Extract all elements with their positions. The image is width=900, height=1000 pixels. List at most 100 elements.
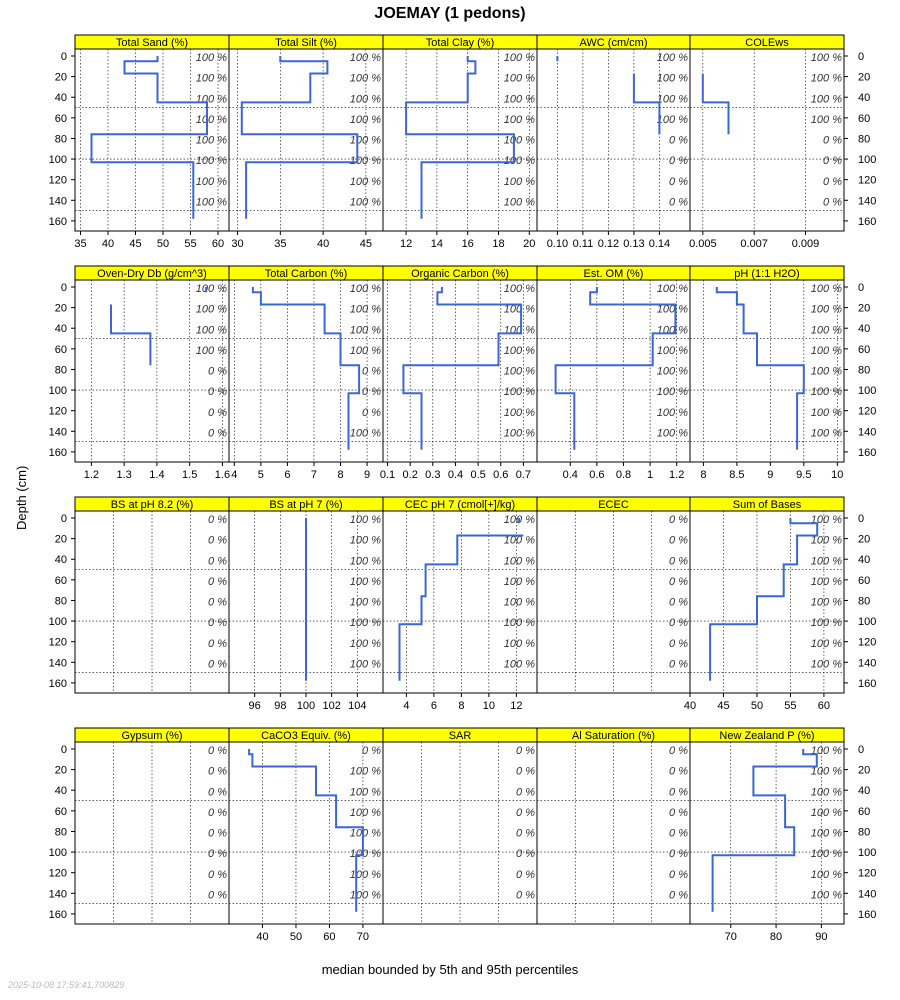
percent-annotation: 100 %	[657, 73, 688, 85]
x-tick-label: 0.1	[380, 469, 395, 481]
panel-title: Total Sand (%)	[116, 37, 188, 49]
x-tick-label: 102	[322, 700, 340, 712]
percent-annotation: 0 %	[669, 555, 688, 567]
percent-annotation: 0 %	[208, 869, 227, 881]
percent-annotation: 0 %	[669, 848, 688, 860]
percent-annotation: 0 %	[669, 135, 688, 147]
percent-annotation: 100 %	[350, 889, 381, 901]
percent-annotation: 0 %	[516, 745, 535, 757]
y-tick-label: 160	[858, 216, 876, 228]
panel-frame	[689, 279, 845, 463]
x-tick-label: 0.007	[740, 238, 768, 250]
percent-annotation: 100 %	[196, 304, 227, 316]
percent-annotation: 100 %	[811, 304, 842, 316]
percent-annotation: 100 %	[196, 135, 227, 147]
x-tick-label: 104	[348, 700, 366, 712]
y-tick-label: 0	[858, 513, 864, 525]
y-tick-label: 40	[858, 92, 870, 104]
percent-annotation: 100 %	[504, 73, 535, 85]
x-tick-label: 0.5	[470, 469, 485, 481]
y-tick-label: 160	[858, 678, 876, 690]
percent-annotation: 100 %	[504, 114, 535, 126]
percent-annotation: 0 %	[362, 745, 381, 757]
x-tick-label: 9	[364, 469, 370, 481]
percent-annotation: 100 %	[350, 514, 381, 526]
percent-annotation: 0 %	[669, 828, 688, 840]
percent-annotation: 100 %	[811, 427, 842, 439]
x-tick-label: 35	[274, 238, 286, 250]
y-tick-label: 0	[61, 282, 67, 294]
percent-annotation: 100 %	[811, 535, 842, 547]
percent-annotation: 100 %	[811, 324, 842, 336]
y-tick-label: 100	[49, 847, 67, 859]
median-profile-line	[711, 749, 818, 912]
panel-7: Total Carbon (%)100 %100 %100 %100 %0 %0…	[228, 265, 384, 481]
percent-annotation: 100 %	[504, 283, 535, 295]
percent-annotation: 100 %	[196, 52, 227, 64]
percent-annotation: 0 %	[208, 807, 227, 819]
y-tick-label: 60	[858, 113, 870, 125]
percent-annotation: 0 %	[208, 407, 227, 419]
x-tick-label: 40	[102, 238, 114, 250]
x-tick-label: 8.5	[729, 469, 744, 481]
percent-annotation: 100 %	[811, 555, 842, 567]
y-tick-label: 160	[858, 447, 876, 459]
percent-annotation: 100 %	[350, 135, 381, 147]
panel-2: Total Silt (%) 100 % 100 % 100 % 100 % 100 % 1…	[228, 34, 384, 250]
panel-16: Gypsum (%) 0 % 0 % 0 % 0 % 0 % 0 % 0 % 0 %	[74, 727, 230, 925]
panel-title: CEC pH 7 (cmol[+]/kg)	[405, 499, 515, 511]
x-tick-label: 55	[184, 238, 196, 250]
x-tick-label: 20	[523, 238, 535, 250]
percent-annotation: 0 %	[669, 745, 688, 757]
x-tick-label: 1.4	[149, 469, 164, 481]
percent-annotation: 100 %	[504, 304, 535, 316]
percent-annotation: 100 %	[811, 807, 842, 819]
panel-title: Sum of Bases	[733, 499, 802, 511]
x-tick-label: 12	[400, 238, 412, 250]
panel-3: Total Clay (%) 100 % 100 % 100 % 100 % 100 % 1…	[382, 34, 538, 250]
median-profile-line	[248, 749, 364, 912]
panel-title: Gypsum (%)	[121, 730, 182, 742]
x-tick-label: 14	[431, 238, 443, 250]
median-profile-line	[110, 287, 208, 366]
panel-title: New Zealand P (%)	[719, 730, 814, 742]
percent-annotation: 100 %	[811, 638, 842, 650]
percent-annotation: 0 %	[208, 766, 227, 778]
percent-annotation: 0 %	[208, 786, 227, 798]
x-tick-label: 0.4	[448, 469, 463, 481]
panel-20: New Zealand P (%) 100 % 100 % 100 % 100 % 100…	[689, 727, 845, 943]
x-tick-label: 1.5	[182, 469, 197, 481]
percent-annotation: 0 %	[516, 828, 535, 840]
percent-annotation: 100 %	[350, 304, 381, 316]
y-tick-label: 0	[858, 744, 864, 756]
percent-annotation: 0 %	[362, 386, 381, 398]
x-tick-label: 100	[297, 700, 315, 712]
percent-annotation: 100 %	[811, 73, 842, 85]
percent-annotation: 0 %	[208, 889, 227, 901]
x-tick-label: 60	[323, 931, 335, 943]
x-tick-label: 40	[684, 700, 696, 712]
y-tick-label: 140	[858, 888, 876, 900]
timestamp: 2025-10-08 17:59:41.700829	[8, 980, 125, 990]
median-profile-line	[701, 73, 730, 135]
panel-title: Oven-Dry Db (g/cm^3)	[97, 268, 207, 280]
percent-annotation: 100 %	[657, 366, 688, 378]
x-tick-label: 0.4	[563, 469, 578, 481]
median-profile-line	[556, 56, 661, 135]
panel-frame	[689, 741, 845, 925]
y-tick-label: 80	[55, 826, 67, 838]
y-tick-label: 0	[858, 282, 864, 294]
percent-annotation: 0 %	[208, 535, 227, 547]
x-tick-label: 60	[818, 700, 830, 712]
percent-annotation: 0 %	[516, 766, 535, 778]
percent-annotation: 100 %	[504, 407, 535, 419]
percent-annotation: 0 %	[208, 555, 227, 567]
percent-annotation: 0 %	[669, 786, 688, 798]
x-tick-label: 96	[249, 700, 261, 712]
y-tick-label: 120	[858, 637, 876, 649]
percent-annotation: 0 %	[669, 535, 688, 547]
percent-annotation: 100 %	[811, 786, 842, 798]
panel-title: Total Silt (%)	[275, 37, 337, 49]
y-tick-label: 60	[55, 575, 67, 587]
x-tick-label: 50	[157, 238, 169, 250]
